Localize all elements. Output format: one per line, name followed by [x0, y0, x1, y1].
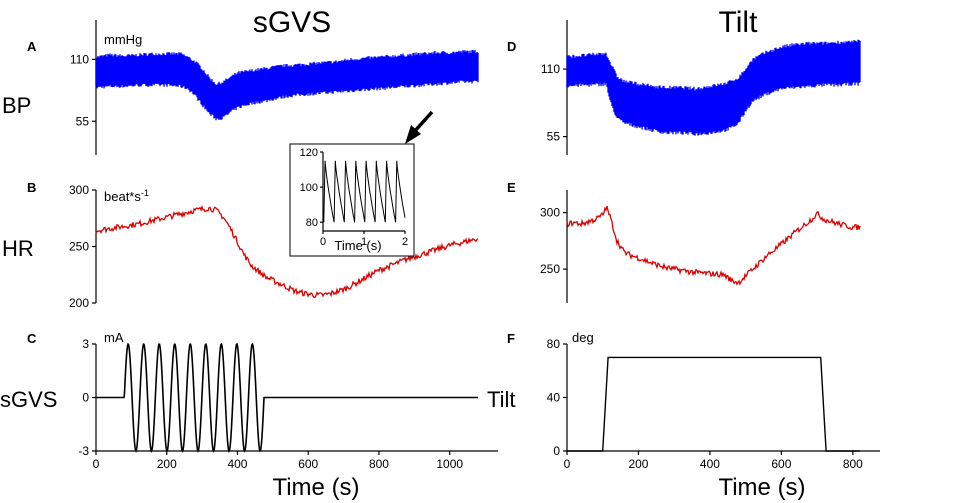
unit-label-f: deg [572, 330, 594, 345]
y-tick-label-c: 3 [82, 337, 89, 351]
y-tick-label-b: 300 [69, 183, 89, 197]
unit-label-a: mmHg [104, 32, 142, 47]
panel-letter-e: E [507, 180, 516, 195]
row-label-left-stimulus: sGVS [0, 387, 57, 412]
y-tick-label-e: 250 [540, 262, 560, 276]
y-tick-label-b: 250 [69, 240, 89, 254]
y-tick-label-a: 110 [70, 52, 89, 66]
row-label-bp: BP [2, 93, 31, 118]
x-tick-label-f: 200 [628, 457, 648, 471]
panel-letter-c: C [27, 331, 37, 346]
hr-line-b [95, 204, 479, 298]
hr-line-e [566, 206, 861, 286]
x-axis-title-right: Time (s) [718, 474, 805, 501]
x-tick-label-c: 1000 [436, 457, 463, 471]
panel-letter-d: D [507, 39, 516, 54]
inset-x-tick-label: 0 [320, 236, 326, 248]
inset-y-tick-label: 100 [300, 182, 318, 194]
inset-x-axis-title: Time (s) [334, 238, 381, 253]
x-tick-label-c: 200 [157, 457, 177, 471]
x-tick-label-f: 400 [700, 457, 720, 471]
x-tick-label-f: 600 [771, 457, 791, 471]
y-tick-label-c: -3 [78, 444, 89, 458]
arrow-icon [405, 110, 434, 144]
unit-label-b-superscript: -1 [141, 188, 149, 198]
right-column-title: Tilt [719, 6, 759, 39]
x-tick-label-f: 0 [564, 457, 571, 471]
x-tick-label-c: 0 [93, 457, 100, 471]
bp-band-a [95, 49, 479, 121]
y-tick-label-c: 0 [82, 391, 89, 405]
panel-letter-b: B [27, 180, 36, 195]
panel-letter-f: F [507, 331, 515, 346]
row-label-right-stimulus: Tilt [487, 387, 516, 412]
panel-letter-a: A [27, 39, 37, 54]
y-tick-label-d: 55 [547, 130, 561, 144]
y-tick-label-a: 55 [76, 114, 90, 128]
inset-x-tick-label: 1 [361, 236, 367, 248]
x-tick-label-f: 800 [843, 457, 863, 471]
unit-label-b: beat*s-1 [104, 188, 149, 204]
y-tick-label-f: 80 [547, 337, 561, 351]
tilt-angle-line [567, 356, 860, 452]
inset-pulse-waveform [322, 160, 406, 223]
unit-label-c: mA [104, 330, 124, 345]
y-tick-label-b: 200 [69, 296, 89, 310]
x-tick-label-c: 400 [227, 457, 247, 471]
bp-band-d [566, 39, 861, 136]
x-axis-title-left: Time (s) [272, 474, 359, 501]
y-tick-label-d: 110 [541, 62, 560, 76]
inset-x-tick-label: 2 [402, 236, 408, 248]
row-label-hr: HR [2, 236, 34, 261]
inset-y-tick-label: 120 [300, 147, 318, 159]
y-tick-label-f: 0 [553, 444, 560, 458]
stimulus-sine-line [96, 342, 478, 453]
x-tick-label-c: 800 [369, 457, 389, 471]
y-tick-label-e: 300 [540, 206, 560, 220]
y-tick-label-f: 40 [547, 391, 561, 405]
inset-y-tick-label: 80 [306, 217, 318, 229]
x-tick-label-c: 600 [298, 457, 318, 471]
left-column-title: sGVS [253, 6, 331, 39]
unit-label-b-base: beat*s [104, 189, 141, 204]
inset-frame [289, 143, 415, 257]
